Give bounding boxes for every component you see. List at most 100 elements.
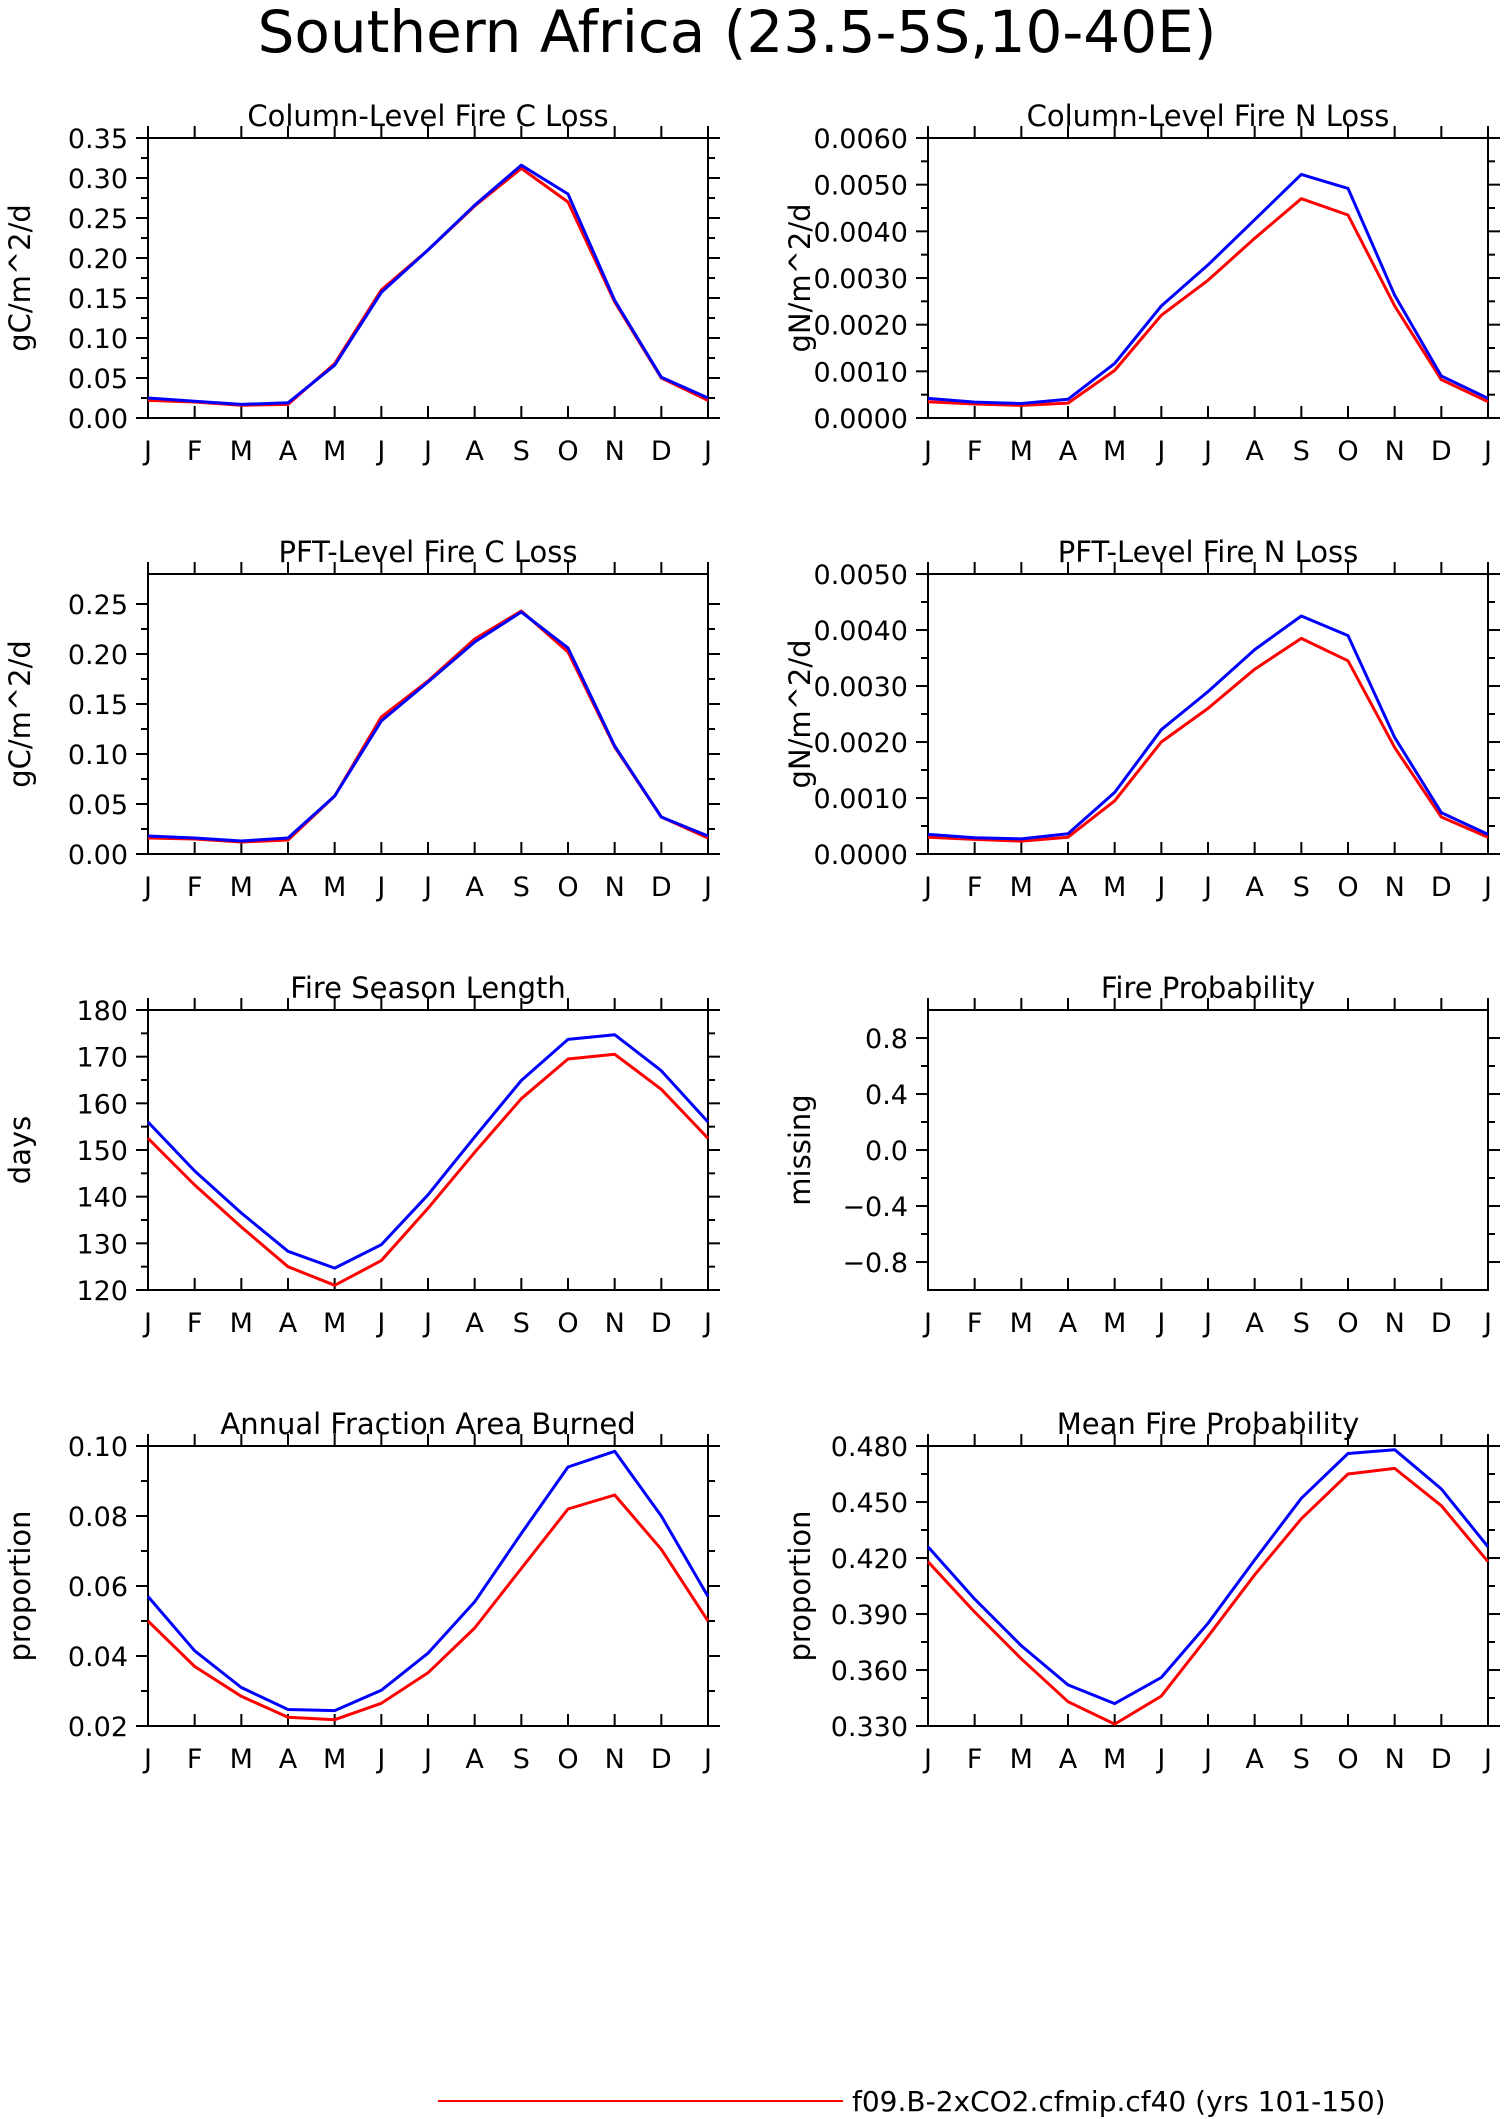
y-tick-label: 0.0010 <box>814 357 908 388</box>
y-tick-label: 0.0010 <box>814 784 908 815</box>
x-tick-label: M <box>230 872 253 903</box>
x-tick-label: M <box>323 436 346 467</box>
x-tick-label: J <box>1202 436 1212 467</box>
y-axis-label: gN/m^2/d <box>783 639 817 788</box>
x-tick-label: S <box>513 872 530 903</box>
x-tick-label: A <box>279 1308 298 1339</box>
x-tick-label: O <box>557 1744 578 1775</box>
legend-label: f09.B-2xCO2.cfmip.cf40 (yrs 101-150) <box>852 2085 1386 2118</box>
plot-frame <box>147 573 709 855</box>
figure-title: Southern Africa (23.5-5S,10-40E) <box>258 0 1217 66</box>
x-tick-label: J <box>142 436 152 467</box>
x-tick-label: N <box>1385 1308 1405 1339</box>
x-tick-label: J <box>422 436 432 467</box>
y-axis-label: days <box>3 1116 37 1184</box>
x-tick-label: N <box>1385 872 1405 903</box>
series-line-2 <box>147 610 709 843</box>
x-tick-label: J <box>702 1308 712 1339</box>
x-tick-label: F <box>187 1744 203 1775</box>
x-tick-label: A <box>1245 436 1264 467</box>
x-tick-label: S <box>1293 436 1310 467</box>
x-tick-label: J <box>1482 1744 1492 1775</box>
x-tick-label: J <box>422 1744 432 1775</box>
series-line-2 <box>927 614 1489 841</box>
series-line-2 <box>146 1033 710 1270</box>
x-tick-label: D <box>651 872 672 903</box>
x-tick-label: N <box>605 436 625 467</box>
plot-frame <box>927 1445 1489 1727</box>
x-tick-label: D <box>651 1308 672 1339</box>
series-line-2 <box>146 1449 710 1713</box>
x-tick-label: J <box>1482 436 1492 467</box>
y-tick-label: 0.0030 <box>814 264 908 295</box>
plot-frame <box>147 1009 709 1291</box>
x-tick-label: S <box>1293 1308 1310 1339</box>
x-tick-label: A <box>465 436 484 467</box>
x-tick-label: N <box>605 872 625 903</box>
series-line-1 <box>147 609 709 844</box>
y-tick-label: 0.06 <box>68 1572 128 1603</box>
x-tick-label: D <box>1431 1744 1452 1775</box>
x-tick-label: A <box>1245 1308 1264 1339</box>
x-tick-label: O <box>1337 1308 1358 1339</box>
series-line-2 <box>147 163 709 406</box>
x-tick-label: D <box>651 1744 672 1775</box>
x-tick-label: A <box>1059 1308 1078 1339</box>
y-tick-label: 0.480 <box>831 1432 908 1463</box>
y-tick-label: 0.0050 <box>814 171 908 202</box>
x-tick-label: J <box>702 436 712 467</box>
x-tick-label: J <box>375 1744 385 1775</box>
y-axis-label: proportion <box>3 1510 37 1661</box>
x-tick-label: J <box>922 436 932 467</box>
y-axis-label: proportion <box>783 1510 817 1661</box>
y-tick-label: 150 <box>76 1136 128 1167</box>
x-tick-label: M <box>230 436 253 467</box>
x-tick-label: F <box>967 1308 983 1339</box>
y-tick-label: 0.02 <box>68 1712 128 1743</box>
x-tick-label: D <box>1431 436 1452 467</box>
y-tick-label: 0.0020 <box>814 311 908 342</box>
y-tick-label: 0.05 <box>68 364 128 395</box>
y-tick-label: 180 <box>76 996 128 1027</box>
y-tick-label: 0.00 <box>68 404 128 435</box>
y-tick-label: 0.0040 <box>814 217 908 248</box>
y-tick-label: 0.10 <box>68 740 128 771</box>
x-tick-label: S <box>513 436 530 467</box>
y-tick-label: 0.15 <box>68 690 128 721</box>
series-line-2 <box>927 172 1489 405</box>
x-tick-label: N <box>605 1308 625 1339</box>
x-tick-label: S <box>1293 1744 1310 1775</box>
x-tick-label: F <box>187 436 203 467</box>
y-tick-label: 0.15 <box>68 284 128 315</box>
x-tick-label: J <box>375 872 385 903</box>
x-tick-label: J <box>142 872 152 903</box>
x-tick-label: M <box>1103 1744 1126 1775</box>
x-tick-label: A <box>1245 872 1264 903</box>
x-tick-label: J <box>1482 872 1492 903</box>
x-tick-label: D <box>1431 1308 1452 1339</box>
y-tick-label: 160 <box>76 1089 128 1120</box>
x-tick-label: O <box>557 872 578 903</box>
x-tick-label: J <box>142 1744 152 1775</box>
y-tick-label: 0.05 <box>68 790 128 821</box>
plot-frame <box>927 137 1489 419</box>
x-tick-label: J <box>702 1744 712 1775</box>
x-tick-label: J <box>1202 1308 1212 1339</box>
y-tick-label: 0.390 <box>831 1600 908 1631</box>
series-line-2 <box>926 1448 1490 1706</box>
y-tick-label: 0.0050 <box>814 560 908 591</box>
x-tick-label: M <box>230 1308 253 1339</box>
x-tick-label: J <box>1155 1744 1165 1775</box>
x-tick-label: O <box>1337 872 1358 903</box>
x-tick-label: O <box>1337 1744 1358 1775</box>
y-tick-label: 130 <box>76 1229 128 1260</box>
x-tick-label: J <box>702 872 712 903</box>
y-tick-label: 120 <box>76 1276 128 1307</box>
y-tick-label: 0.20 <box>68 244 128 275</box>
y-tick-label: 0.25 <box>68 590 128 621</box>
x-tick-label: A <box>1059 436 1078 467</box>
